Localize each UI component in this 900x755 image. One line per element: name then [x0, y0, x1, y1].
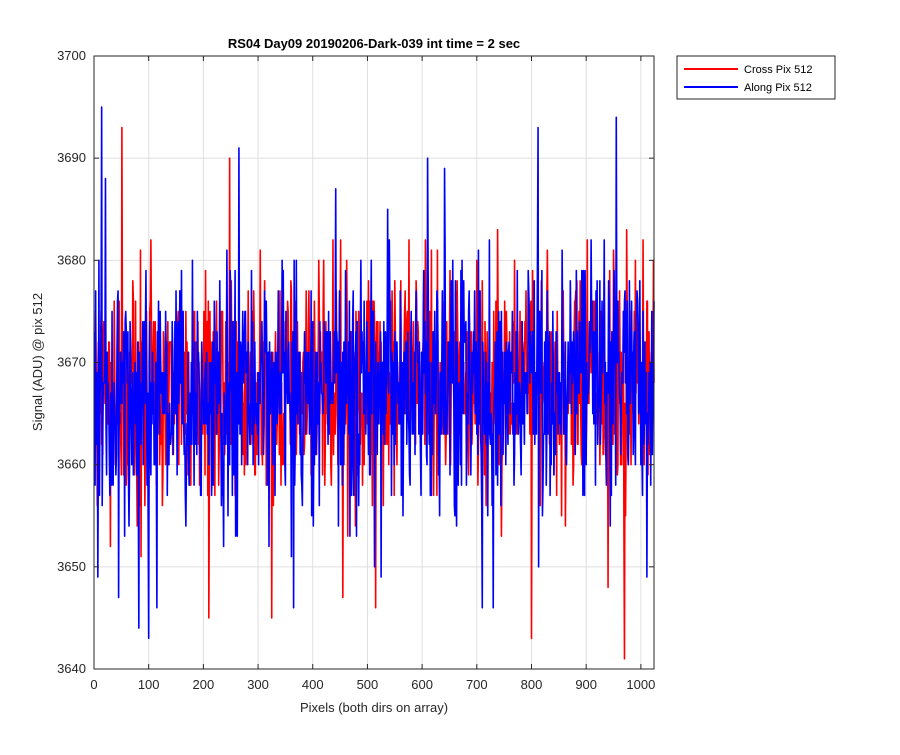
x-tick-label: 0 — [90, 677, 97, 692]
series-line-along — [93, 106, 655, 640]
chart-title: RS04 Day09 20190206-Dark-039 int time = … — [228, 36, 520, 51]
y-tick-label: 3640 — [57, 661, 86, 676]
x-tick-label: 200 — [193, 677, 215, 692]
y-tick-label: 3660 — [57, 457, 86, 472]
x-tick-label: 600 — [411, 677, 433, 692]
x-tick-label: 400 — [302, 677, 324, 692]
x-axis-label: Pixels (both dirs on array) — [300, 700, 448, 715]
ticks: 0 100 200 300 400 500 600 700 800 900 1000 3640 3650… — [57, 48, 655, 692]
y-tick-label: 3670 — [57, 355, 86, 370]
y-tick-label: 3650 — [57, 559, 86, 574]
legend-label-cross: Cross Pix 512 — [744, 64, 812, 76]
y-tick-label: 3680 — [57, 252, 86, 267]
x-tick-label: 700 — [466, 677, 488, 692]
series-group — [93, 106, 655, 660]
x-tick-label: 1000 — [626, 677, 655, 692]
y-tick-label: 3700 — [57, 48, 86, 63]
x-tick-label: 500 — [357, 677, 379, 692]
y-tick-label: 3690 — [57, 150, 86, 165]
x-tick-label: 300 — [247, 677, 269, 692]
legend: Cross Pix 512 Along Pix 512 — [676, 55, 836, 100]
x-tick-label: 800 — [521, 677, 543, 692]
y-axis-label: Signal (ADU) @ pix 512 — [30, 293, 45, 431]
legend-box — [676, 55, 836, 100]
x-tick-label: 100 — [138, 677, 160, 692]
x-tick-label: 900 — [575, 677, 597, 692]
legend-label-along: Along Pix 512 — [744, 82, 812, 94]
